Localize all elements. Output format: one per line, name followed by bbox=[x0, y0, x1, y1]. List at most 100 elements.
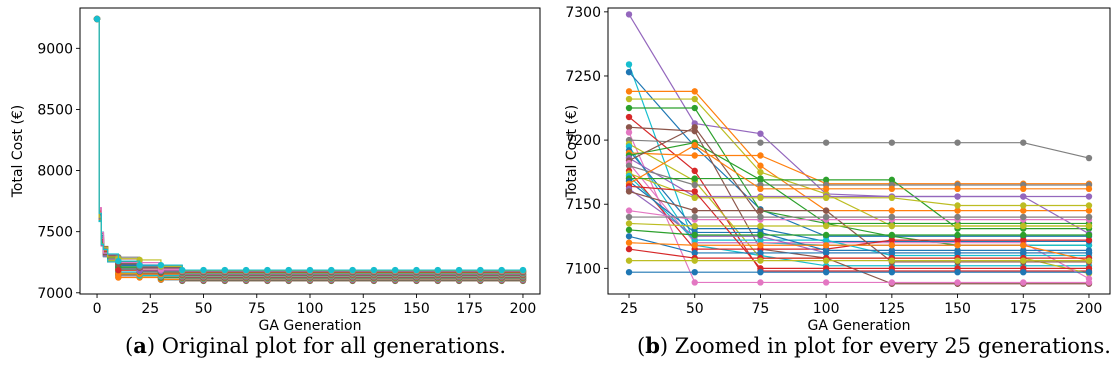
b-series-point bbox=[1085, 185, 1093, 193]
caption-b-text: Zoomed in plot for every 25 generations. bbox=[674, 334, 1111, 358]
b-x-tick-label: 100 bbox=[813, 301, 840, 317]
b-series-point bbox=[1085, 249, 1093, 257]
b-series-point bbox=[1085, 236, 1093, 244]
a-series-34 bbox=[93, 15, 527, 275]
b-x-tick-label: 175 bbox=[1010, 301, 1037, 317]
b-series-point bbox=[691, 104, 698, 112]
caption-b: (b) Zoomed in plot for every 25 generati… bbox=[637, 333, 1111, 358]
a-series-point bbox=[242, 266, 250, 274]
b-x-tick-label: 150 bbox=[944, 301, 971, 317]
b-series-point bbox=[1085, 268, 1093, 276]
a-series-5 bbox=[93, 15, 527, 283]
a-plot-area bbox=[93, 15, 527, 285]
b-series-30 bbox=[625, 220, 1093, 230]
b-series-line bbox=[628, 180, 1089, 251]
b-series-point bbox=[691, 249, 698, 257]
a-y-tick-label: 7500 bbox=[37, 225, 73, 241]
b-y-tick-label: 7250 bbox=[565, 69, 601, 85]
a-series-21 bbox=[93, 15, 527, 279]
a-series-13 bbox=[93, 15, 527, 281]
b-series-point bbox=[625, 268, 633, 276]
a-series-point bbox=[157, 261, 165, 269]
b-series-point bbox=[625, 95, 633, 103]
a-series-14 bbox=[93, 15, 527, 281]
a-series-line bbox=[97, 18, 523, 281]
a-series-line bbox=[97, 18, 523, 281]
b-series-point bbox=[625, 257, 633, 264]
a-series-line bbox=[97, 18, 523, 273]
b-series-point bbox=[954, 268, 961, 276]
b-series-point bbox=[757, 168, 764, 176]
b-series-point bbox=[625, 61, 633, 68]
b-series-36 bbox=[625, 268, 1093, 276]
b-series-point bbox=[822, 185, 830, 193]
b-series-line bbox=[628, 172, 1089, 207]
a-series-25 bbox=[93, 15, 527, 278]
b-series-line bbox=[628, 162, 1090, 280]
b-series-point bbox=[954, 193, 961, 200]
b-series-point bbox=[691, 194, 698, 202]
a-axes-frame bbox=[79, 7, 541, 295]
b-series-point bbox=[757, 152, 764, 159]
b-series-point bbox=[1020, 222, 1027, 230]
b-series-point bbox=[822, 257, 830, 264]
a-series-point bbox=[455, 266, 463, 274]
a-series-line bbox=[97, 18, 523, 282]
b-series-29 bbox=[625, 213, 1093, 221]
a-series-point bbox=[498, 266, 505, 274]
b-series-point bbox=[625, 104, 633, 112]
b-series-point bbox=[888, 236, 896, 244]
b-series-point bbox=[1020, 231, 1027, 239]
b-series-line bbox=[628, 64, 1089, 267]
a-series-3 bbox=[93, 15, 527, 284]
b-series-point bbox=[757, 231, 764, 239]
b-series-point bbox=[691, 231, 698, 239]
a-y-tick-label: 7000 bbox=[37, 286, 73, 302]
b-series-point bbox=[691, 188, 698, 195]
a-series-31 bbox=[93, 15, 527, 276]
b-series-point bbox=[625, 239, 633, 246]
b-series-31 bbox=[625, 226, 1093, 239]
b-series-point bbox=[691, 142, 698, 149]
a-series-point bbox=[434, 266, 441, 274]
b-series-point bbox=[757, 268, 764, 276]
a-series-line bbox=[97, 18, 523, 271]
b-x-tick-label: 125 bbox=[878, 301, 905, 317]
b-series-point bbox=[1020, 213, 1027, 221]
a-series-line bbox=[97, 18, 523, 272]
b-series-point bbox=[625, 162, 633, 169]
b-series-point bbox=[691, 257, 698, 264]
a-series-point bbox=[136, 261, 143, 269]
a-series-line bbox=[97, 18, 523, 277]
b-series-point bbox=[757, 249, 764, 257]
a-series-9 bbox=[93, 15, 527, 282]
a-series-line bbox=[97, 18, 523, 274]
b-series-point bbox=[954, 231, 961, 239]
a-series-18 bbox=[93, 15, 527, 280]
a-series-27 bbox=[93, 15, 527, 277]
a-series-line bbox=[97, 18, 523, 275]
b-series-line bbox=[628, 170, 1089, 250]
b-series-point bbox=[1020, 193, 1027, 200]
a-series-38 bbox=[93, 15, 527, 274]
b-series-point bbox=[888, 231, 896, 239]
b-series-point bbox=[625, 188, 633, 195]
b-series-point bbox=[625, 124, 633, 131]
a-x-tick-label: 125 bbox=[350, 301, 377, 317]
a-series-35 bbox=[93, 15, 527, 275]
b-series-33 bbox=[625, 239, 1093, 264]
b-series-line bbox=[628, 149, 1089, 243]
b-series-point bbox=[691, 167, 698, 175]
b-series-line bbox=[629, 90, 1089, 212]
a-series-10 bbox=[93, 15, 527, 282]
b-series-point bbox=[625, 213, 633, 221]
b-series-point bbox=[954, 249, 961, 257]
a-series-39 bbox=[93, 15, 527, 274]
b-series-point bbox=[822, 194, 830, 202]
b-series-point bbox=[625, 129, 633, 136]
caption-a: (a) Original plot for all generations. bbox=[125, 333, 507, 358]
b-series-point bbox=[888, 222, 896, 230]
a-series-line bbox=[97, 18, 523, 280]
b-series-point bbox=[954, 236, 961, 244]
b-series-line bbox=[628, 14, 1089, 198]
